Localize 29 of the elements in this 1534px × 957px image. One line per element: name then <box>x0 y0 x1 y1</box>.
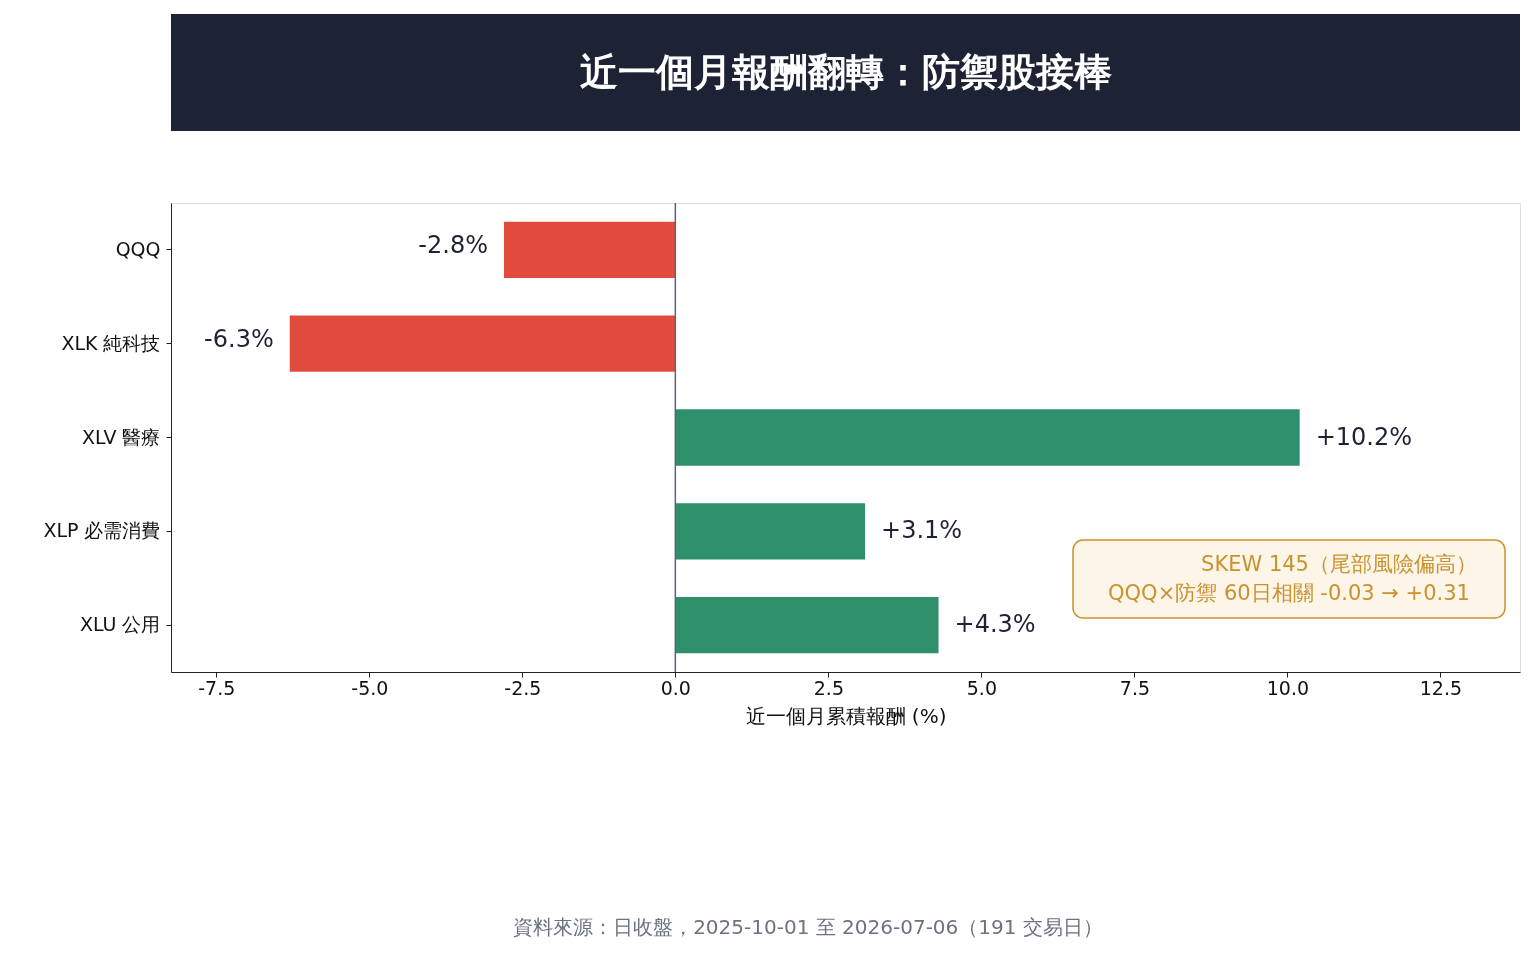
x-tick-label: -7.5 <box>198 676 236 699</box>
data-label: +10.2% <box>1315 422 1413 451</box>
x-tick-label: 2.5 <box>813 676 844 699</box>
data-label: -2.8% <box>418 230 488 259</box>
y-tick-label: XLU 公用 <box>79 613 161 636</box>
annotation: QQQ×防禦 60日相關 -0.03 → +0.31 <box>1108 581 1470 605</box>
y-tick-label: XLV 醫療 <box>81 425 161 448</box>
annotation: SKEW 145（尾部風險偏高） <box>1201 552 1477 576</box>
x-tick-label: 0.0 <box>660 676 691 699</box>
bar <box>675 409 1300 466</box>
y-tick-label: XLK 純科技 <box>61 331 161 354</box>
x-tick-label: 10.0 <box>1266 676 1310 699</box>
y-tick-label: XLP 必需消費 <box>43 519 161 542</box>
bar <box>675 503 866 560</box>
x-tick-label: -2.5 <box>504 676 542 699</box>
bar <box>289 315 676 372</box>
source-note: 資料來源：日收盤，2025-10-01 至 2026-07-06（191 交易日） <box>513 915 1103 939</box>
data-label: +3.1% <box>881 516 963 545</box>
y-tick-label: QQQ <box>115 237 161 260</box>
x-tick-label: -5.0 <box>351 676 389 699</box>
data-label: -6.3% <box>204 324 274 353</box>
data-label: +4.3% <box>954 610 1036 639</box>
x-tick-label: 12.5 <box>1419 676 1463 699</box>
x-tick-label: 7.5 <box>1119 676 1151 699</box>
x-tick-label: 5.0 <box>966 676 997 699</box>
x-axis-title: 近一個月累積報酬 (%) <box>745 703 947 728</box>
bar <box>675 596 939 654</box>
bar <box>503 221 676 279</box>
chart-title: 近一個月報酬翻轉：防禦股接棒 <box>579 50 1112 94</box>
